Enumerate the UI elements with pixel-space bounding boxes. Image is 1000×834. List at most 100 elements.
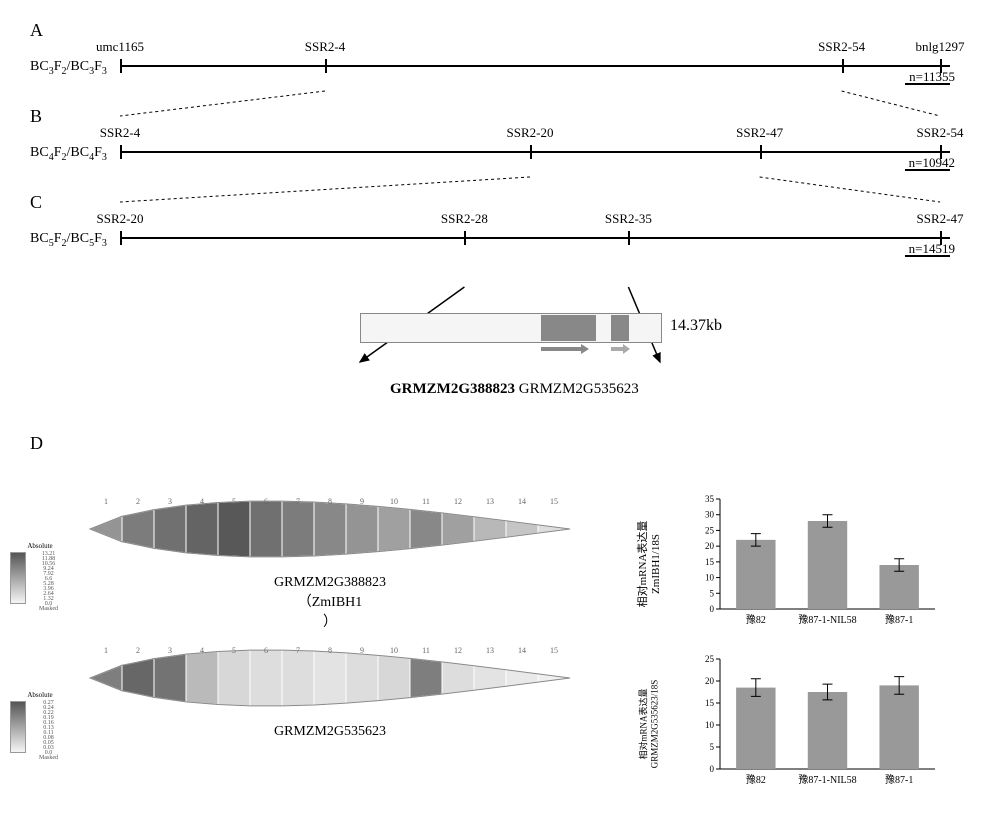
marker-label: SSR2-28 xyxy=(441,211,488,227)
marker-tick xyxy=(760,145,762,159)
svg-text:15: 15 xyxy=(705,557,715,567)
svg-text:3: 3 xyxy=(168,646,172,655)
svg-text:11: 11 xyxy=(422,497,430,506)
gene-region: 14.37kb GRMZM2G388823 GRMZM2G535623 xyxy=(30,313,970,423)
svg-text:5: 5 xyxy=(710,588,715,598)
marker-tick xyxy=(120,145,122,159)
gene-names: GRMZM2G388823 GRMZM2G535623 xyxy=(390,381,639,398)
svg-text:14: 14 xyxy=(518,646,526,655)
svg-text:0: 0 xyxy=(710,764,715,774)
svg-text:8: 8 xyxy=(328,497,332,506)
svg-text:豫87-1: 豫87-1 xyxy=(885,773,913,786)
svg-text:3: 3 xyxy=(168,497,172,506)
svg-text:8: 8 xyxy=(328,646,332,655)
svg-text:12: 12 xyxy=(454,646,462,655)
bar-chart-1: 相对mRNA表达量ZmIBH1/18S 05101520253035豫82豫87… xyxy=(650,494,950,634)
panel-a-label: A xyxy=(30,20,970,41)
gene-box xyxy=(360,313,662,343)
marker-label: SSR2-35 xyxy=(605,211,652,227)
region-size: 14.37kb xyxy=(670,317,722,335)
legend-2: Absolute 0.270.240.220.190.160.130.110.0… xyxy=(10,691,70,761)
n-underline xyxy=(905,83,950,85)
svg-text:2: 2 xyxy=(136,497,140,506)
legend-1: Absolute 13.2111.8810.569.247.926.65.283… xyxy=(10,542,70,612)
gene1-name: GRMZM2G388823 xyxy=(390,381,515,397)
svg-text:30: 30 xyxy=(705,510,715,520)
svg-text:0: 0 xyxy=(710,604,715,614)
svg-text:12: 12 xyxy=(454,497,462,506)
gene-block-2 xyxy=(611,315,629,341)
marker-label: umc1165 xyxy=(96,39,144,55)
panel-b-label: B xyxy=(30,106,970,127)
gene-arrow-1 xyxy=(541,344,591,354)
svg-text:20: 20 xyxy=(705,676,715,686)
population-b: BC4F2/BC4F3 xyxy=(30,145,107,163)
svg-text:豫87-1-NIL58: 豫87-1-NIL58 xyxy=(798,613,856,626)
marker-label: SSR2-4 xyxy=(100,125,140,141)
panel-d: Absolute 13.2111.8810.569.247.926.65.283… xyxy=(30,494,970,814)
marker-tick xyxy=(120,59,122,73)
svg-text:豫82: 豫82 xyxy=(746,613,766,626)
svg-text:14: 14 xyxy=(518,497,526,506)
leaf-2: Absolute 0.270.240.220.190.160.130.110.0… xyxy=(30,643,630,740)
svg-text:13: 13 xyxy=(486,646,494,655)
gene-arrow-2 xyxy=(611,344,631,354)
n-underline xyxy=(905,255,950,257)
chart2-ylabel: 相对mRNA表达量GRMZM2G535623/18S xyxy=(637,654,660,794)
svg-text:25: 25 xyxy=(705,525,715,535)
svg-text:5: 5 xyxy=(710,742,715,752)
svg-text:豫87-1-NIL58: 豫87-1-NIL58 xyxy=(798,773,856,786)
svg-text:10: 10 xyxy=(390,497,398,506)
gene-block-1 xyxy=(541,315,596,341)
svg-text:20: 20 xyxy=(705,541,715,551)
marker-tick xyxy=(464,231,466,245)
chart2-svg: 0510152025豫82豫87-1-NIL58豫87-1 xyxy=(690,654,940,794)
svg-text:1: 1 xyxy=(104,497,108,506)
leaf1-svg: 123456789101112131415 xyxy=(50,494,610,574)
svg-text:豫82: 豫82 xyxy=(746,773,766,786)
svg-text:1: 1 xyxy=(104,646,108,655)
chart1-ylabel: 相对mRNA表达量ZmIBH1/18S xyxy=(634,494,662,634)
map-row-b: BC4F2/BC4F3 SSR2-4SSR2-20SSR2-47SSR2-54n… xyxy=(30,127,970,177)
marker-tick xyxy=(530,145,532,159)
map-row-a: BC3F2/BC3F3 umc1165 SSR2-4 SSR2-54 bnlg1297… xyxy=(30,41,970,91)
svg-text:豫87-1: 豫87-1 xyxy=(885,613,913,626)
marker-label: SSR2-20 xyxy=(97,211,144,227)
population-a: BC3F2/BC3F3 xyxy=(30,59,107,77)
marker-label: SSR2-54 xyxy=(917,125,964,141)
n-underline xyxy=(905,169,950,171)
map-row-c: BC5F2/BC5F3 SSR2-20 SSR2-28 SSR2-35 SSR2-47… xyxy=(30,213,970,263)
svg-text:35: 35 xyxy=(705,494,715,504)
svg-text:13: 13 xyxy=(486,497,494,506)
svg-text:10: 10 xyxy=(390,646,398,655)
leaf-1: Absolute 13.2111.8810.569.247.926.65.283… xyxy=(30,494,630,631)
marker-label: SSR2-47 xyxy=(736,125,783,141)
gene2-name: GRMZM2G535623 xyxy=(519,381,639,397)
svg-text:25: 25 xyxy=(705,654,715,664)
marker-tick xyxy=(842,59,844,73)
svg-text:15: 15 xyxy=(550,497,558,506)
marker-label: SSR2-4 xyxy=(305,39,345,55)
marker-label: SSR2-20 xyxy=(507,125,554,141)
svg-text:15: 15 xyxy=(705,698,715,708)
bar-chart-2: 相对mRNA表达量GRMZM2G535623/18S 0510152025豫82… xyxy=(650,654,950,794)
panel-d-label: D xyxy=(30,433,970,454)
marker-tick xyxy=(120,231,122,245)
leaf1-sublabel: （ZmIBH1） xyxy=(30,591,630,631)
leaf-column: Absolute 13.2111.8810.569.247.926.65.283… xyxy=(30,494,630,814)
leaf2-label: GRMZM2G535623 xyxy=(30,724,630,740)
chart1-svg: 0 5 10 15 20 25 30 35 豫82 豫87-1-NIL58 豫87-1 xyxy=(690,494,940,634)
marker-label: SSR2-47 xyxy=(917,211,964,227)
svg-text:4: 4 xyxy=(200,646,204,655)
chart-column: 相对mRNA表达量ZmIBH1/18S 05101520253035豫82豫87… xyxy=(650,494,950,814)
panel-c-label: C xyxy=(30,192,970,213)
marker-tick xyxy=(325,59,327,73)
marker-label: bnlg1297 xyxy=(915,39,964,55)
legend1-title: Absolute xyxy=(10,542,70,550)
leaf2-svg: 123456789101112131415 xyxy=(50,643,610,723)
svg-text:10: 10 xyxy=(705,573,715,583)
legend2-title: Absolute xyxy=(10,691,70,699)
population-c: BC5F2/BC5F3 xyxy=(30,231,107,249)
marker-label: SSR2-54 xyxy=(818,39,865,55)
svg-text:11: 11 xyxy=(422,646,430,655)
